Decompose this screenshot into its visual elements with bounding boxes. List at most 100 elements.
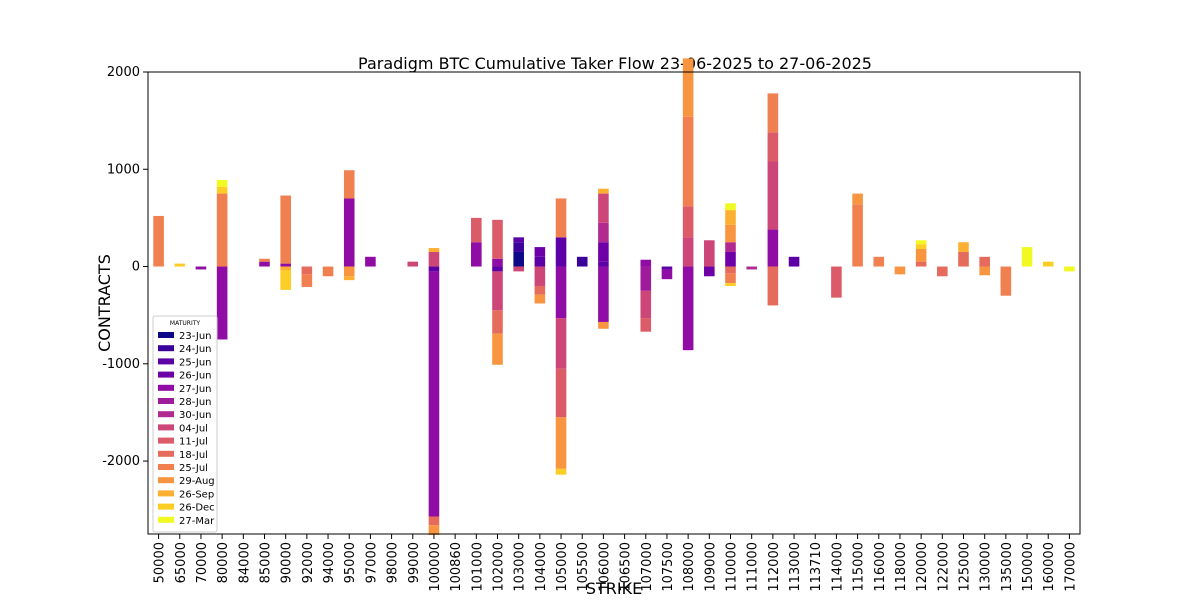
bar-segment-18-Jul-104000	[534, 285, 546, 295]
legend-swatch-27-Jun	[158, 384, 174, 391]
x-tick-label: 97000	[364, 542, 379, 583]
y-axis: 2000 1000 0 -1000 -2000	[102, 65, 148, 469]
legend-label-04-Jul: 04-Jul	[179, 423, 208, 434]
bar-segment-29-Aug-102000	[492, 333, 503, 365]
bar-segment-04-Jul-106000	[598, 193, 609, 223]
legend-label-26-Jun: 26-Jun	[179, 371, 212, 382]
bar-segment-04-Jul-103000	[513, 266, 524, 272]
bar-segment-27-Jun-97000	[365, 256, 376, 267]
bar-segment-26-Dec-160000	[1042, 261, 1054, 267]
bar-segment-27-Jun-90000	[280, 263, 291, 267]
bar-segment-18-Jul-102000	[492, 310, 503, 334]
bar-segment-26-Sep-90000	[280, 266, 291, 271]
x-tick-label: 99000	[407, 542, 422, 583]
bar-segment-25-Jun-106000	[598, 261, 609, 267]
x-tick-label: 170000	[1063, 542, 1078, 592]
bar-segment-04-Jul-112000	[767, 161, 779, 230]
y-tick-label: -2000	[102, 454, 140, 469]
bar-segment-27-Jun-80000	[216, 266, 228, 340]
bar-segment-27-Jun-95000	[343, 198, 355, 267]
bar-segment-29-Aug-100000	[428, 525, 440, 535]
x-tick-label: 130000	[979, 542, 994, 592]
x-tick-label: 112000	[767, 542, 782, 592]
x-tick-label: 102000	[492, 542, 507, 592]
bar-segment-18-Jul-100000	[428, 516, 440, 526]
x-tick-label: 120000	[915, 542, 930, 592]
bar-segment-18-Jul-130000	[979, 256, 990, 267]
x-tick-label: 111000	[746, 542, 761, 592]
bar-segment-27-Jun-105000	[555, 266, 567, 319]
x-axis: 50000 65000 70000 80000 84000 85000 90000 92000…	[153, 534, 1078, 592]
bar-segment-30-Jun-106000	[598, 222, 609, 243]
bar-segment-25-Jun-104000	[534, 256, 546, 267]
bar-segment-26-Sep-100000	[428, 248, 440, 252]
bar-segment-27-Mar-110000	[725, 203, 736, 211]
x-tick-label: 106500	[619, 542, 634, 592]
bar-segment-26-Jun-110000	[725, 251, 736, 267]
bar-segment-25-Jun-102000	[492, 266, 503, 272]
x-tick-label: 122000	[936, 542, 951, 592]
x-tick-label: 70000	[195, 542, 210, 583]
bar-segment-25-Jul-94000	[322, 266, 334, 277]
bar-segment-25-Jun-107500	[661, 266, 673, 270]
legend-swatch-29-Aug	[158, 477, 174, 484]
bar-segment-27-Mar-80000	[216, 179, 228, 187]
x-tick-label: 114000	[830, 542, 845, 592]
bar-segment-24-Jun-105500	[576, 256, 588, 267]
bar-segment-27-Jun-102000	[492, 258, 503, 267]
x-tick-label: 84000	[237, 542, 252, 583]
x-tick-label: 92000	[301, 542, 316, 583]
legend-swatch-26-Dec	[158, 503, 174, 510]
bar-segment-26-Sep-95000	[343, 276, 355, 281]
bar-segment-04-Jul-99000	[407, 261, 419, 267]
bar-segment-29-Aug-104000	[534, 294, 546, 304]
bar-segment-04-Jul-108000	[682, 237, 694, 267]
bar-segment-25-Jun-100000	[428, 266, 440, 272]
bar-segment-27-Jun-106000	[598, 266, 609, 322]
legend-swatch-23-Jun	[158, 332, 174, 338]
y-tick-label: 1000	[107, 162, 140, 177]
bar-segment-29-Aug-95000	[343, 266, 355, 277]
x-tick-label: 101000	[470, 542, 485, 592]
bar-segment-27-Jun-107500	[661, 269, 673, 280]
x-tick-label: 135000	[1000, 542, 1015, 592]
x-tick-label: 107000	[640, 542, 655, 592]
legend-label-26-Sep: 26-Sep	[179, 489, 214, 500]
y-tick-label: 2000	[107, 65, 140, 80]
chart-title: Paradigm BTC Cumulative Taker Flow 23-06…	[358, 54, 872, 73]
bar-segment-04-Jul-102000	[492, 271, 503, 311]
legend-label-18-Jul: 18-Jul	[179, 450, 208, 461]
plot-frame	[147, 71, 1081, 535]
bar-segment-18-Jul-110000	[725, 266, 736, 274]
bar-segment-25-Jul-135000	[1000, 266, 1012, 296]
x-tick-label: 90000	[280, 542, 295, 583]
legend-label-25-Jul: 25-Jul	[179, 463, 208, 474]
bar-segment-27-Mar-170000	[1064, 266, 1075, 272]
bar-segment-27-Jun-70000	[195, 266, 207, 270]
x-tick-label: 80000	[216, 542, 231, 583]
bar-segment-25-Jul-90000	[280, 195, 291, 264]
bar-segment-04-Jul-105000	[555, 318, 567, 369]
bar-segment-26-Dec-105000	[555, 468, 567, 475]
bar-segment-25-Jul-50000	[153, 215, 164, 267]
bar-segment-29-Aug-118000	[894, 266, 906, 275]
bar-segment-24-Jun-103000	[513, 242, 524, 252]
bar-segment-27-Mar-120000	[915, 240, 927, 245]
bar-segment-29-Aug-106000	[598, 321, 609, 329]
x-tick-label: 100860	[449, 542, 464, 592]
bar-segment-26-Jun-109000	[704, 266, 715, 277]
bar-segment-29-Aug-120000	[915, 249, 927, 262]
bar-segment-23-Jun-103000	[513, 251, 524, 267]
x-tick-label: 104000	[534, 542, 549, 592]
plot-area	[153, 58, 1075, 535]
x-tick-label: 113000	[788, 542, 803, 592]
bar-segment-26-Jun-104000	[534, 247, 546, 257]
bar-segment-26-Dec-80000	[216, 186, 228, 194]
legend-label-24-Jun: 24-Jun	[179, 344, 212, 355]
x-tick-label: 95000	[343, 542, 358, 583]
x-tick-label: 115000	[852, 542, 867, 592]
bar-segment-11-Jul-105000	[555, 368, 567, 418]
bar-segment-27-Jun-108000	[682, 266, 694, 351]
legend-swatch-04-Jul	[158, 424, 174, 431]
